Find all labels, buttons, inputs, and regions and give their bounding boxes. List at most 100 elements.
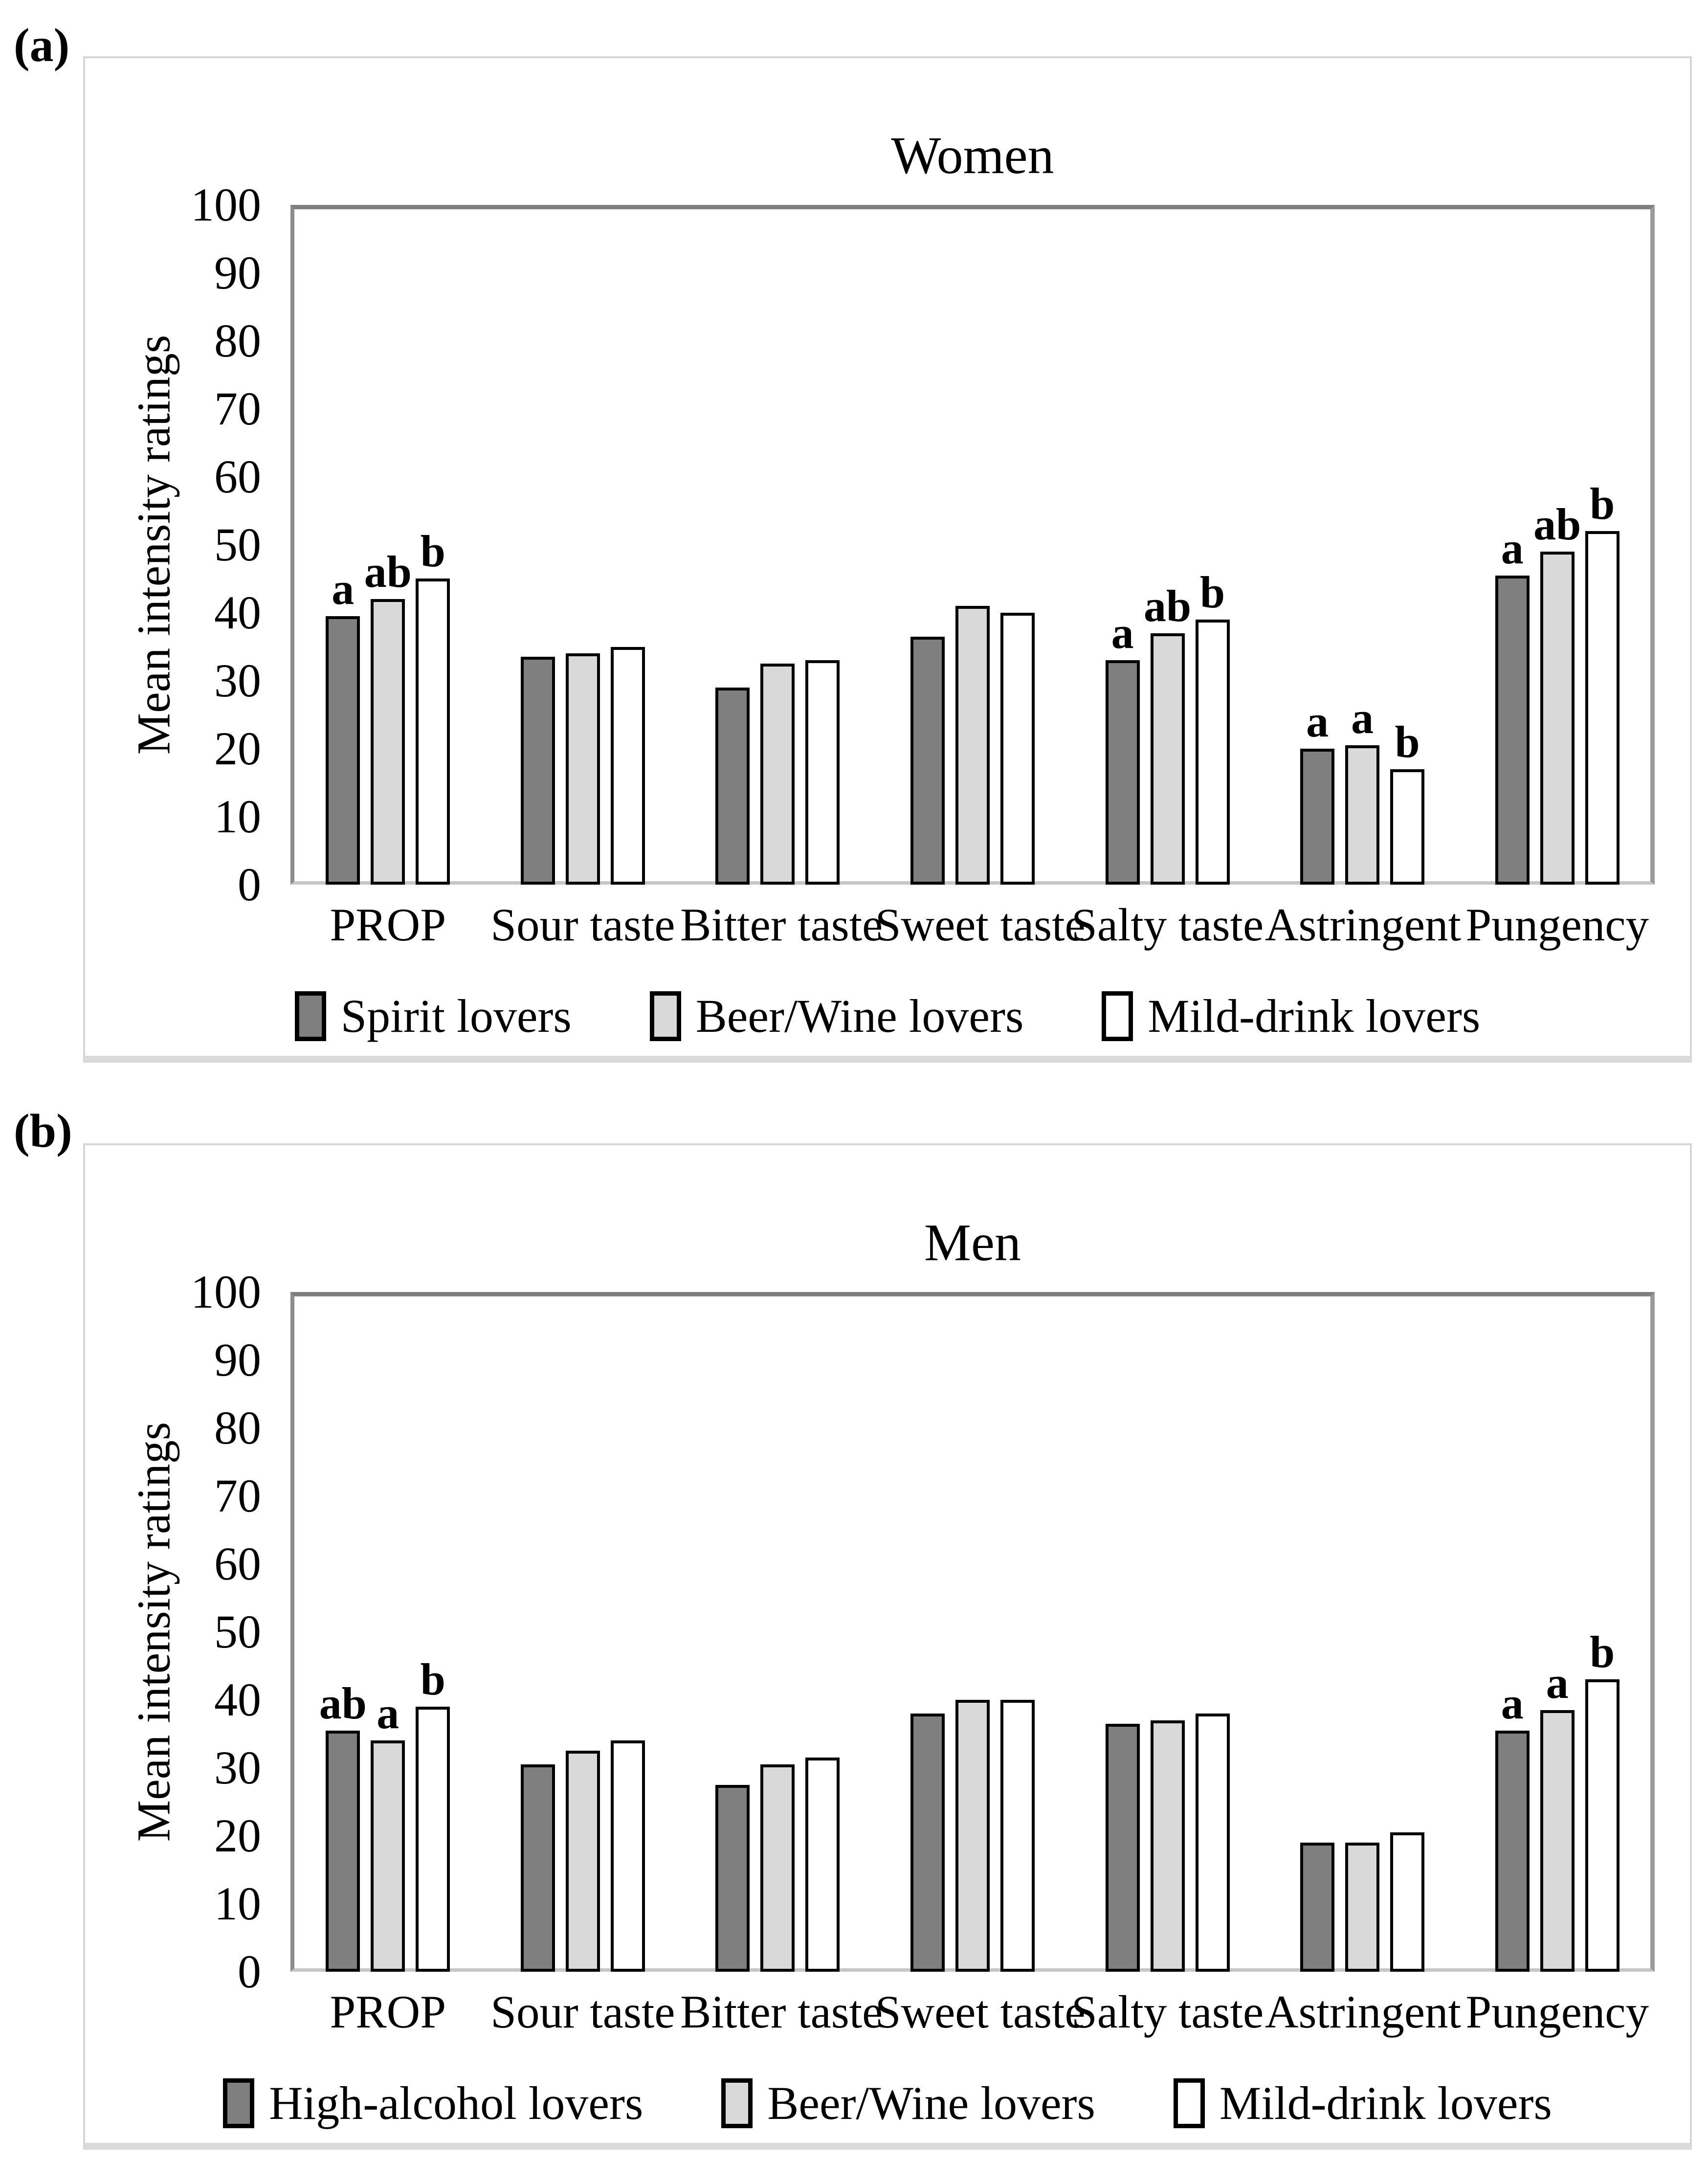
y-tick-label: 90 — [214, 1334, 261, 1386]
bar-group-astringent — [1265, 1292, 1460, 1972]
beer-wine-lovers-bar — [565, 653, 600, 885]
legend: High-alcohol lovers Beer/Wine lovers Mild-… — [85, 2078, 1690, 2128]
beer-wine-lovers-bar — [565, 1751, 600, 1972]
spirit-lovers-bar: a — [1300, 699, 1335, 885]
y-tick-label: 60 — [214, 1537, 261, 1590]
bar-group-sweet-taste — [875, 205, 1070, 885]
significance-letter: ab — [319, 1678, 367, 1728]
y-tick-label: 80 — [214, 1402, 261, 1454]
significance-letter: b — [1199, 567, 1225, 617]
mild-drink-lovers-bar — [1000, 1700, 1035, 1972]
y-tick-label: 20 — [214, 722, 261, 775]
significance-letter: b — [1590, 479, 1615, 529]
high-alcohol-lovers-bar — [715, 1785, 750, 1972]
significance-letter: a — [1501, 523, 1524, 573]
high-alcohol-lovers-bar — [1300, 1843, 1335, 1972]
men-chart-panel: Men Mean intensity ratings 0 10 20 30 40 50 60… — [83, 1143, 1692, 2150]
mild-drink-lovers-bar — [1000, 613, 1035, 885]
mild-drink-lovers-bar: b — [416, 529, 450, 885]
y-tick-label: 0 — [238, 858, 261, 911]
significance-letter: a — [1306, 696, 1329, 746]
beer-wine-lovers-bar: a — [1345, 695, 1380, 885]
y-tick-label: 80 — [214, 314, 261, 367]
mild-drink-lovers-bar — [1195, 1714, 1230, 1972]
x-axis-label-astringent: Astringent — [1264, 899, 1461, 951]
bar-group-sour-taste — [486, 205, 681, 885]
chart-title-men: Men — [924, 1214, 1021, 1272]
legend-swatch — [1102, 991, 1133, 1041]
legend-label: Mild-drink lovers — [1219, 2077, 1552, 2129]
beer-wine-lovers-bar — [955, 1700, 990, 1972]
y-tick-label: 20 — [214, 1809, 261, 1862]
high-alcohol-lovers-bar: a — [1495, 1681, 1530, 1972]
chart-title-women: Women — [891, 127, 1054, 185]
legend-swatch — [1173, 2078, 1205, 2128]
legend-item-high-alcohol-lovers: High-alcohol lovers — [223, 2078, 643, 2128]
significance-letter: b — [420, 526, 445, 576]
bar-group-bitter-taste — [680, 205, 875, 885]
significance-letter: ab — [1533, 499, 1581, 549]
high-alcohol-lovers-bar — [910, 1714, 945, 1972]
bar-group-sweet-taste — [875, 1292, 1070, 1972]
y-tick-label: 70 — [214, 382, 261, 435]
women-chart-panel: Women Mean intensity ratings 0 10 20 30 40 50… — [83, 56, 1692, 1063]
beer-wine-lovers-bar — [1345, 1843, 1380, 1972]
y-tick-label: 40 — [214, 1673, 261, 1726]
beer-wine-lovers-bar — [955, 606, 990, 885]
mild-drink-lovers-bar: b — [1390, 719, 1425, 885]
beer-wine-lovers-bar — [1150, 1720, 1185, 1972]
x-axis-label-salty-taste: Salty taste — [1071, 1986, 1264, 2038]
y-tick-label: 90 — [214, 246, 261, 299]
significance-letter: a — [377, 1688, 399, 1738]
legend-swatch — [294, 991, 326, 1041]
x-axis-label-prop: PROP — [330, 1986, 446, 2038]
x-axis-label-sour-taste: Sour taste — [490, 1986, 675, 2038]
significance-letter: a — [1546, 1658, 1569, 1708]
bar-group-prop: a ab b — [290, 205, 486, 885]
y-tick-label: 60 — [214, 450, 261, 503]
beer-wine-lovers-bar: ab — [1533, 502, 1581, 885]
legend-item-mild-drink-lovers: Mild-drink lovers — [1102, 991, 1480, 1041]
mild-drink-lovers-bar — [805, 660, 840, 885]
significance-letter: b — [1590, 1627, 1615, 1677]
y-tick-label: 10 — [214, 1877, 261, 1930]
significance-letter: a — [1351, 693, 1374, 743]
significance-letter: b — [420, 1654, 445, 1704]
panel-b-label: (b) — [14, 1105, 72, 1158]
significance-letter: ab — [1143, 581, 1192, 631]
beer-wine-lovers-bar — [760, 1764, 795, 1972]
mild-drink-lovers-bar: b — [416, 1657, 450, 1972]
significance-letter: ab — [364, 547, 412, 597]
beer-wine-lovers-bar: ab — [1144, 583, 1191, 885]
y-tick-label: 70 — [214, 1470, 261, 1522]
legend-label: High-alcohol lovers — [269, 2077, 643, 2129]
high-alcohol-lovers-bar — [1105, 1724, 1140, 1972]
y-tick-label: 30 — [214, 1741, 261, 1794]
bar-group-bitter-taste — [680, 1292, 875, 1972]
beer-wine-lovers-bar: a — [371, 1691, 405, 1972]
bar-group-pungency: a ab b — [1460, 205, 1655, 885]
x-axis-label-sour-taste: Sour taste — [490, 899, 675, 951]
y-tick-label: 50 — [214, 518, 261, 571]
spirit-lovers-bar — [520, 657, 555, 885]
legend-item-beer-wine-lovers: Beer/Wine lovers — [649, 991, 1023, 1041]
bar-group-prop: ab a b — [290, 1292, 486, 1972]
mild-drink-lovers-bar — [610, 647, 645, 885]
mild-drink-lovers-bar — [1390, 1832, 1425, 1972]
x-axis-label-sweet-taste: Sweet taste — [875, 899, 1086, 951]
legend: Spirit lovers Beer/Wine lovers Mild-drink … — [85, 991, 1690, 1041]
legend-label: Beer/Wine lovers — [767, 2077, 1095, 2129]
legend-swatch — [649, 991, 681, 1041]
x-axis-label-sweet-taste: Sweet taste — [875, 1986, 1086, 2038]
beer-wine-lovers-bar: ab — [364, 549, 412, 885]
mild-drink-lovers-bar: b — [1195, 570, 1230, 885]
legend-item-mild-drink-lovers: Mild-drink lovers — [1173, 2077, 1552, 2129]
high-alcohol-lovers-bar — [520, 1764, 555, 1972]
x-axis-label-bitter-taste: Bitter taste — [680, 1986, 883, 2038]
spirit-lovers-bar: a — [326, 566, 360, 885]
spirit-lovers-bar: a — [1105, 610, 1140, 885]
beer-wine-lovers-bar: a — [1540, 1660, 1575, 1972]
y-tick-label: 30 — [214, 654, 261, 707]
